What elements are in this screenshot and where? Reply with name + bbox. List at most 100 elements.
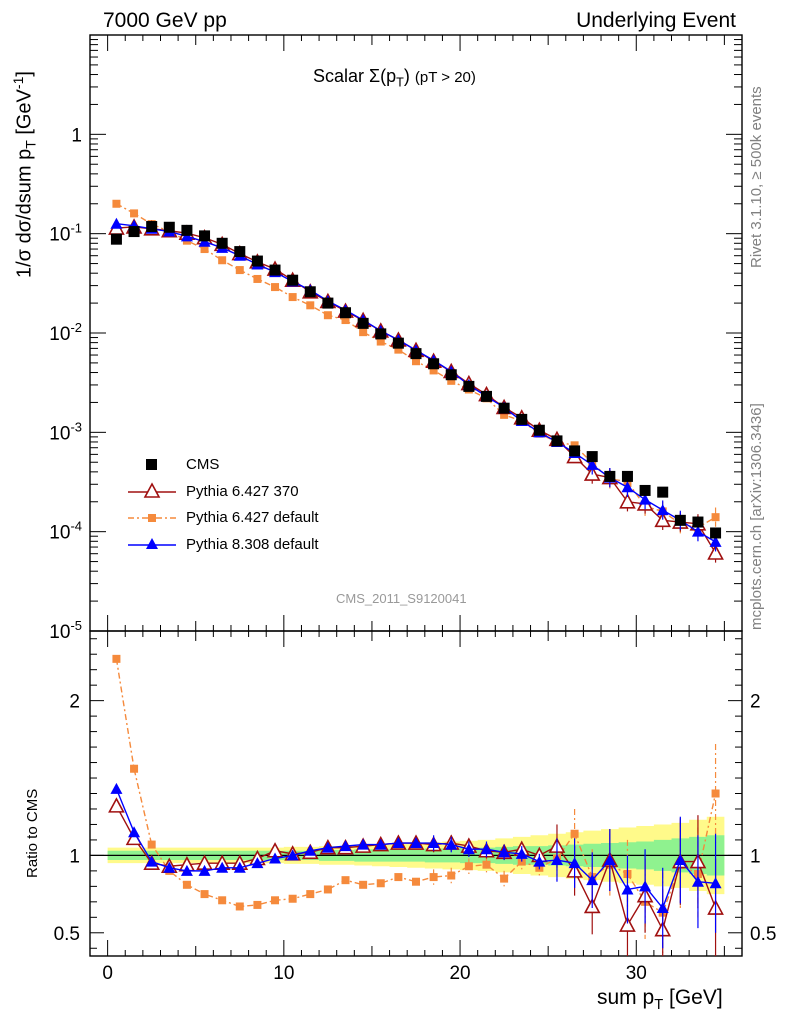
point-pythia-6-427-default (306, 301, 315, 310)
ratio-point-pythia-6-427-default (482, 860, 491, 869)
ratio-point-pythia-8-308-default (498, 846, 511, 858)
point-pythia-6-427-default (235, 266, 244, 275)
ratio-point-pythia-8-308-default (251, 857, 264, 869)
ratio-point-pythia-6-427-370 (619, 916, 636, 932)
point-cms (533, 424, 545, 436)
ratio-point-pythia-8-308-default (586, 874, 599, 886)
point-pythia-8-308-default (691, 525, 704, 537)
point-cms (516, 413, 528, 425)
ratio-point-pythia-8-308-default (110, 782, 123, 794)
ratio-point-pythia-8-308-default (374, 838, 387, 850)
point-cms (639, 484, 651, 496)
x-tick-label: 30 (626, 963, 647, 984)
ratio-point-pythia-8-308-default (145, 855, 158, 867)
ratio-point-pythia-8-308-default (304, 844, 317, 856)
legend-label-py8: Pythia 8.308 default (186, 535, 319, 553)
point-cms (304, 286, 316, 298)
ratio-point-pythia-8-308-default (674, 854, 687, 866)
legend-marker-py8 (128, 537, 176, 549)
legend-entry-py6-default: Pythia 6.427 default (128, 507, 388, 534)
point-pythia-6-427-default (412, 357, 420, 366)
point-cms (146, 221, 158, 233)
point-pythia-8-308-default (586, 458, 599, 470)
ratio-point-pythia-8-308-default (709, 877, 722, 889)
point-pythia-8-308-default (621, 481, 634, 493)
point-pythia-6-427-default (288, 293, 297, 302)
ratio-point-pythia-6-427-default (147, 840, 156, 849)
ratio-line-pythia-6-427-default (115, 658, 717, 914)
y-axis-label-main: 1/σ dσ/dsum pT [GeV-1] (10, 71, 39, 278)
point-pythia-6-427-default (341, 316, 350, 325)
ratio-y-tick-label-right: 0.5 (750, 924, 776, 945)
point-cms (251, 255, 263, 267)
point-cms (657, 486, 669, 498)
ratio-point-pythia-6-427-default (711, 789, 720, 798)
ratio-point-pythia-6-427-default (323, 885, 332, 894)
legend-entry-py6-370: Pythia 6.427 370 (128, 481, 388, 508)
ratio-point-pythia-8-308-default (269, 852, 282, 864)
analysis-watermark: CMS_2011_S9120041 (336, 591, 467, 606)
ratio-frame (89, 630, 743, 957)
point-pythia-6-427-default (218, 256, 227, 265)
point-pythia-6-427-370 (654, 511, 672, 528)
point-cms (586, 451, 598, 463)
point-cms (498, 402, 510, 414)
ratio-point-pythia-6-427-default (447, 871, 456, 880)
point-cms (445, 369, 457, 381)
ratio-point-pythia-6-427-default (288, 894, 297, 903)
y-tick-label: 10-4 (49, 519, 82, 544)
y-tick-label: 10-5 (49, 618, 82, 643)
point-pythia-6-427-default (711, 513, 720, 522)
point-cms (357, 317, 369, 329)
ratio-point-pythia-8-308-default (180, 864, 193, 876)
ratio-point-pythia-8-308-default (410, 837, 422, 849)
point-pythia-6-427-default (359, 328, 368, 337)
point-pythia-6-427-default (570, 441, 579, 450)
point-cms (710, 527, 722, 539)
main-plot: 1 10-1 10-2 10-3 10-4 10-5 (49, 34, 743, 643)
ratio-plot: 0 10 20 30 0.5 0.5 1 1 2 2 (54, 630, 776, 984)
point-cms (621, 470, 633, 482)
y-tick-label: 1 (71, 125, 82, 146)
point-pythia-6-427-default (130, 209, 139, 218)
legend-marker-py6-370 (128, 481, 176, 498)
ratio-point-pythia-8-308-default (621, 883, 634, 895)
ratio-point-pythia-8-308-default (163, 861, 176, 873)
point-cms (216, 237, 228, 249)
point-pythia-8-308-default (639, 493, 652, 505)
point-cms (428, 358, 440, 370)
ratio-point-pythia-6-427-default (429, 873, 438, 882)
ratio-point-pythia-8-308-default (603, 854, 616, 866)
point-pythia-8-308-default (709, 535, 722, 547)
ratio-y-tick-label: 1 (69, 846, 80, 867)
point-pythia-6-427-default (394, 345, 403, 354)
point-cms (604, 470, 616, 482)
y-axis-label-ratio: Ratio to CMS (24, 788, 41, 878)
ratio-point-pythia-8-308-default (286, 849, 299, 861)
ratio-point-pythia-6-427-default (376, 879, 385, 888)
rivet-version-label: Rivet 3.1.10, ≥ 500k events (748, 86, 765, 268)
ratio-point-pythia-8-308-default (462, 843, 475, 855)
point-cms (392, 337, 404, 349)
mcplots-url-label: mcplots.cern.ch [arXiv:1306.3436] (748, 403, 765, 630)
y-tick-label: 10-3 (49, 419, 82, 444)
ratio-y-tick-label-right: 1 (750, 846, 761, 867)
legend-entry-py8: Pythia 8.308 default (128, 534, 388, 561)
x-tick-label: 0 (102, 963, 113, 984)
ratio-point-pythia-6-427-default (253, 900, 262, 909)
point-cms (692, 516, 704, 528)
ratio-point-pythia-8-308-default (392, 837, 405, 849)
point-pythia-6-427-default (253, 274, 262, 283)
ratio-point-pythia-8-308-default (445, 838, 458, 850)
ratio-point-pythia-6-427-default (341, 876, 350, 885)
point-cms (163, 221, 175, 233)
ratio-point-pythia-8-308-default (216, 861, 229, 873)
ratio-point-pythia-6-427-370 (108, 797, 125, 813)
point-pythia-6-427-default (447, 376, 456, 385)
y-tick-label: 10-1 (49, 221, 82, 246)
point-cms (287, 274, 299, 286)
ratio-point-pythia-6-427-default (218, 896, 227, 905)
x-tick-label: 10 (273, 963, 294, 984)
ratio-point-pythia-6-427-default (412, 877, 420, 886)
